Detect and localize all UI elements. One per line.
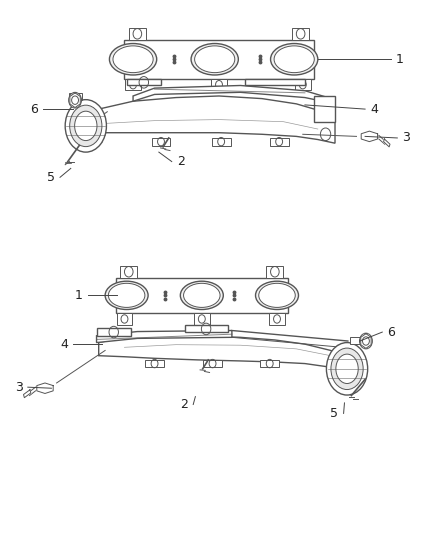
Polygon shape <box>37 383 53 393</box>
Ellipse shape <box>274 46 314 72</box>
Polygon shape <box>270 138 289 146</box>
Polygon shape <box>245 79 305 85</box>
Text: 6: 6 <box>388 326 396 338</box>
Polygon shape <box>99 336 348 373</box>
Ellipse shape <box>326 343 367 395</box>
Polygon shape <box>212 138 230 146</box>
Polygon shape <box>96 328 131 336</box>
Circle shape <box>72 96 78 104</box>
Ellipse shape <box>113 46 153 72</box>
Text: 1: 1 <box>75 289 83 302</box>
Text: 4: 4 <box>370 102 378 116</box>
Ellipse shape <box>74 111 97 141</box>
Polygon shape <box>133 85 335 104</box>
Text: 2: 2 <box>177 155 185 168</box>
Polygon shape <box>384 139 390 147</box>
Circle shape <box>69 92 81 108</box>
Polygon shape <box>127 79 161 85</box>
Polygon shape <box>211 79 227 91</box>
Polygon shape <box>129 28 146 39</box>
Polygon shape <box>24 390 31 398</box>
Polygon shape <box>350 337 364 344</box>
Ellipse shape <box>194 46 235 72</box>
Circle shape <box>363 337 369 345</box>
Text: 1: 1 <box>396 53 404 66</box>
Text: 3: 3 <box>403 132 410 144</box>
Ellipse shape <box>70 105 102 147</box>
Polygon shape <box>152 138 170 146</box>
Text: 5: 5 <box>330 407 339 420</box>
Text: 3: 3 <box>15 381 23 394</box>
Polygon shape <box>124 39 314 79</box>
Polygon shape <box>96 330 232 343</box>
Polygon shape <box>194 313 209 325</box>
Polygon shape <box>260 360 279 367</box>
Ellipse shape <box>336 354 358 384</box>
Ellipse shape <box>255 281 298 310</box>
Polygon shape <box>203 360 222 367</box>
Polygon shape <box>125 79 141 91</box>
Ellipse shape <box>184 284 220 308</box>
Ellipse shape <box>110 44 157 75</box>
Polygon shape <box>117 313 132 325</box>
Polygon shape <box>69 93 81 100</box>
Ellipse shape <box>271 44 318 75</box>
Ellipse shape <box>331 348 363 390</box>
Text: 6: 6 <box>30 102 38 116</box>
Polygon shape <box>295 79 311 91</box>
Circle shape <box>360 333 372 349</box>
Polygon shape <box>145 360 164 367</box>
Polygon shape <box>120 266 138 278</box>
Ellipse shape <box>180 281 223 310</box>
Polygon shape <box>337 345 351 373</box>
Polygon shape <box>314 96 335 122</box>
Ellipse shape <box>105 281 148 310</box>
Ellipse shape <box>191 44 238 75</box>
Polygon shape <box>266 266 283 278</box>
Text: 2: 2 <box>180 398 188 411</box>
Polygon shape <box>77 96 335 143</box>
Polygon shape <box>361 131 378 142</box>
Text: 4: 4 <box>60 337 68 351</box>
Polygon shape <box>292 28 309 39</box>
Polygon shape <box>185 325 228 332</box>
Ellipse shape <box>259 284 295 308</box>
Polygon shape <box>269 313 285 325</box>
Ellipse shape <box>108 284 145 308</box>
Polygon shape <box>116 278 288 313</box>
Text: 5: 5 <box>47 171 55 184</box>
Ellipse shape <box>65 100 106 152</box>
